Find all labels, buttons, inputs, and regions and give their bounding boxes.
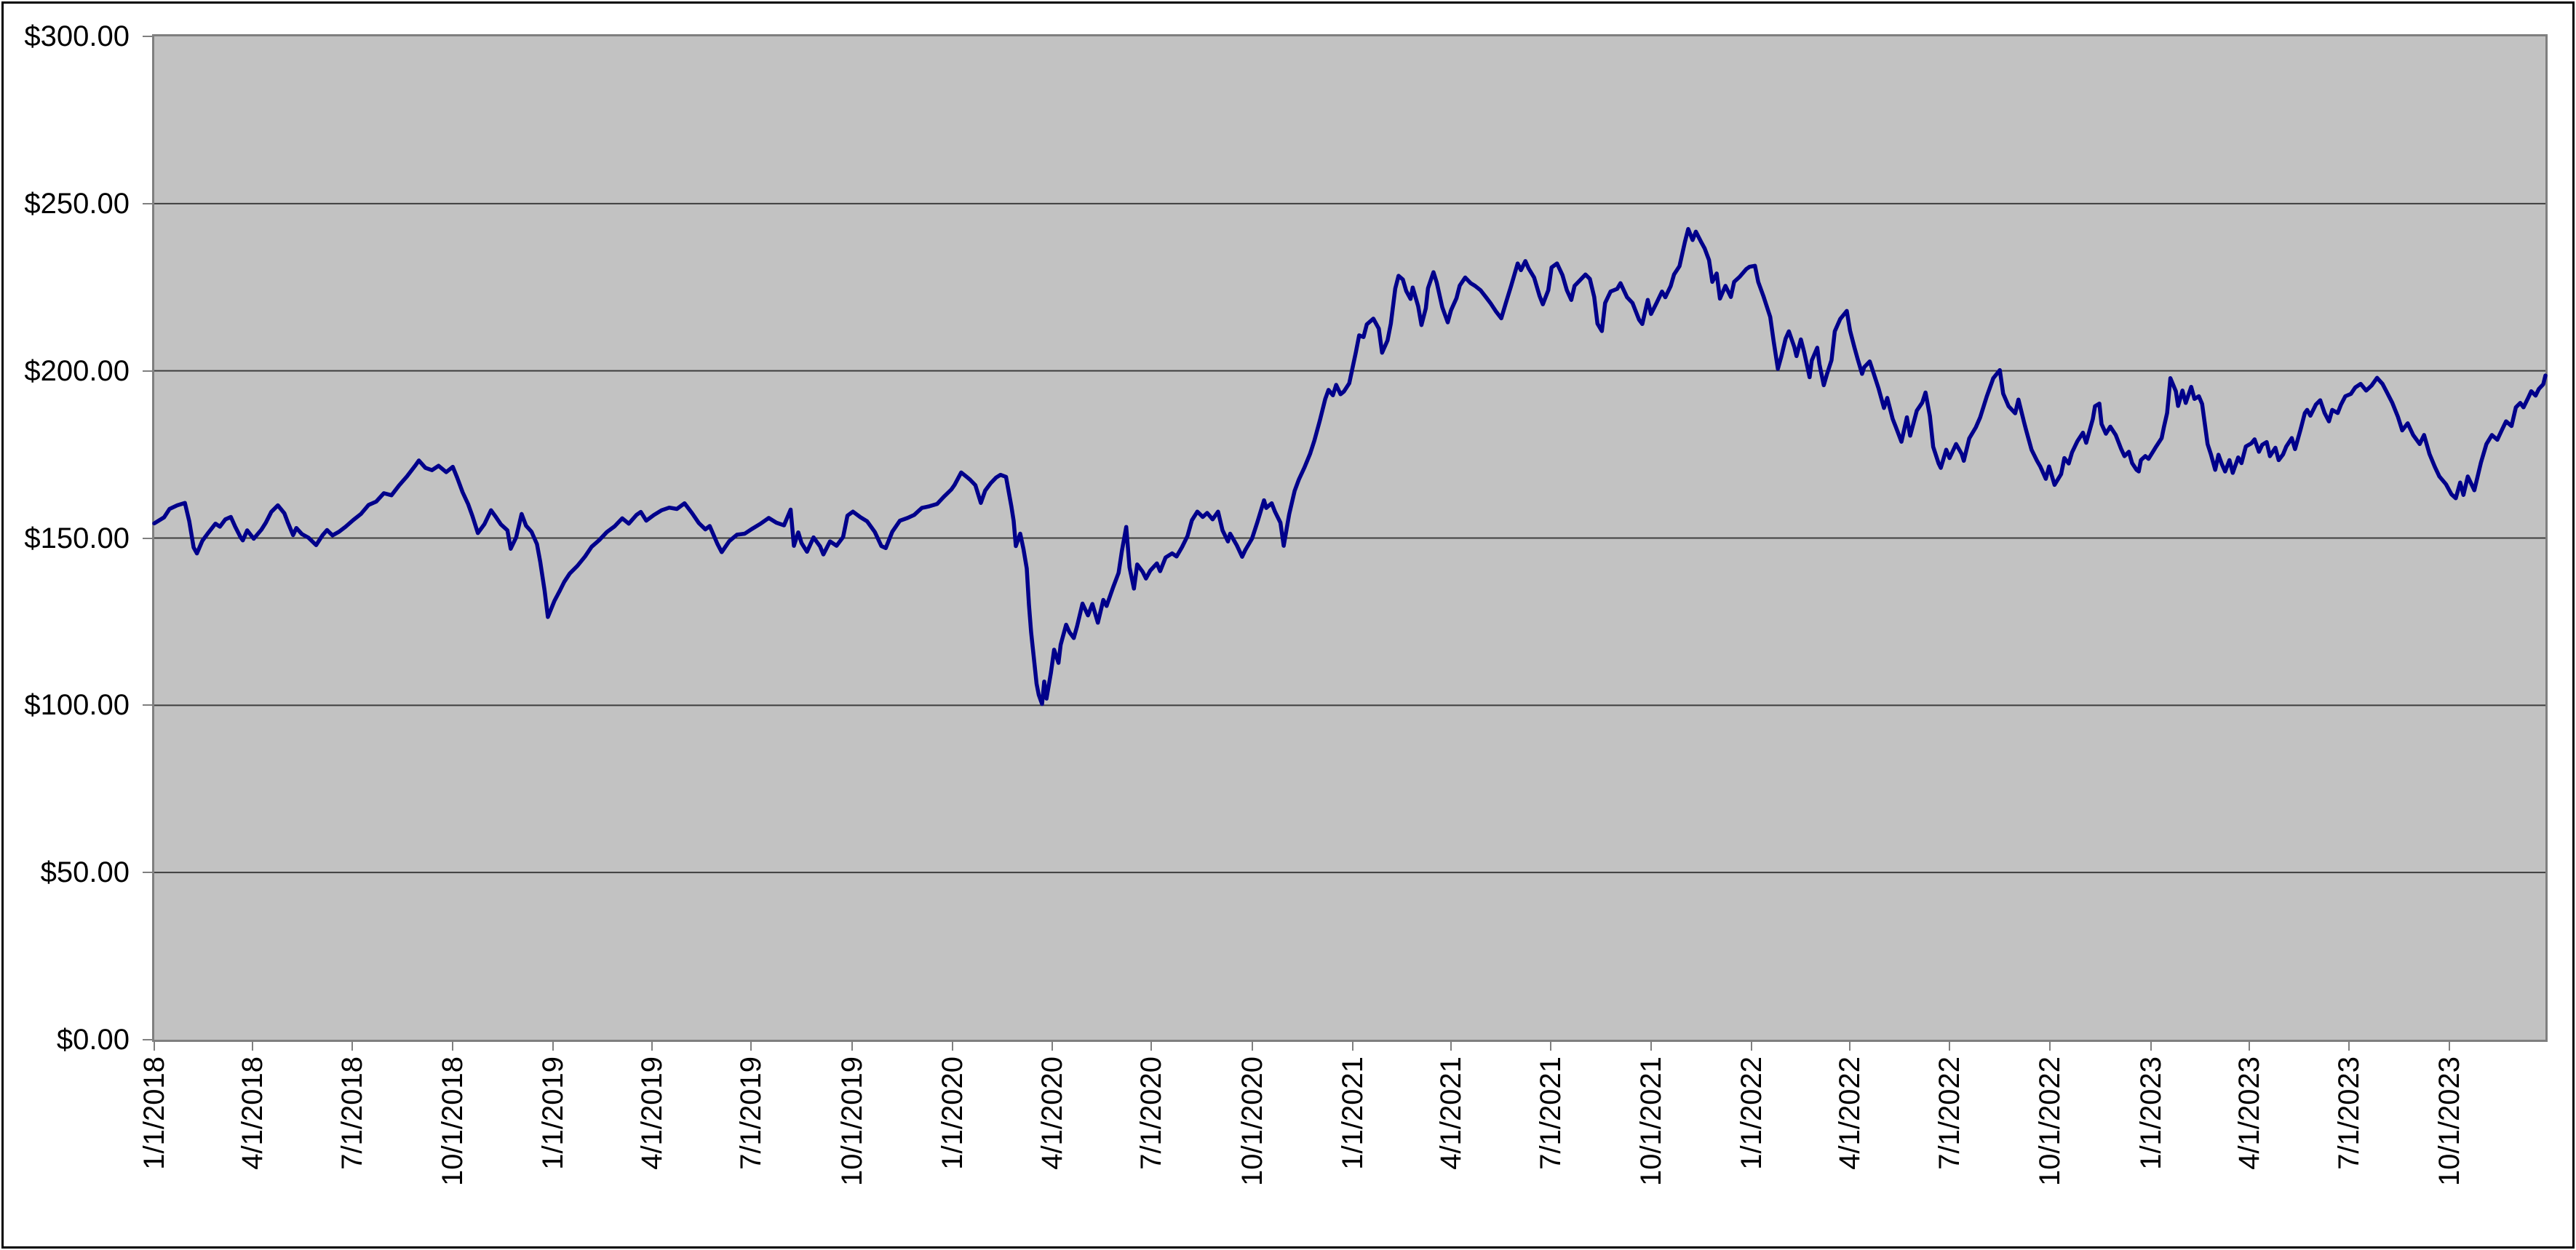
- x-axis-tick-label: 1/1/2020: [936, 1056, 969, 1170]
- x-axis-tick-label: 7/1/2020: [1135, 1056, 1168, 1170]
- x-axis-tick: [1251, 1040, 1253, 1051]
- x-axis-tick: [1650, 1040, 1652, 1051]
- x-axis-tick: [1450, 1040, 1452, 1051]
- x-axis-tick: [1949, 1040, 1951, 1051]
- x-axis-tick: [2448, 1040, 2450, 1051]
- y-axis-tick: [143, 36, 154, 37]
- y-axis-tick-label: $200.00: [24, 354, 130, 387]
- y-axis-tick-label: $250.00: [24, 187, 130, 220]
- x-axis-tick: [452, 1040, 454, 1051]
- x-axis-tick: [1351, 1040, 1353, 1051]
- price-line-chart: [152, 202, 2548, 874]
- x-axis-tick-label: 4/1/2020: [1035, 1056, 1068, 1170]
- x-axis-tick: [351, 1040, 353, 1051]
- y-axis-tick-label: $150.00: [24, 522, 130, 554]
- x-axis-tick-label: 10/1/2023: [2433, 1056, 2465, 1186]
- y-axis-tick: [143, 1039, 154, 1040]
- x-axis-tick-label: 4/1/2019: [635, 1056, 668, 1170]
- y-axis-tick-label: $100.00: [24, 689, 130, 722]
- x-axis-tick-label: 4/1/2023: [2233, 1056, 2265, 1170]
- plot-area: [152, 34, 2548, 1042]
- x-axis-tick-label: 10/1/2022: [2034, 1056, 2067, 1186]
- y-axis-tick: [143, 370, 154, 372]
- x-axis-tick: [252, 1040, 254, 1051]
- y-axis-tick-label: $0.00: [56, 1024, 130, 1056]
- x-axis-tick: [154, 1040, 155, 1051]
- x-axis-tick: [951, 1040, 953, 1051]
- x-axis-tick: [1549, 1040, 1551, 1051]
- x-axis-tick-label: 4/1/2018: [236, 1056, 269, 1170]
- x-axis-tick-label: 10/1/2020: [1236, 1056, 1268, 1186]
- x-axis-tick-label: 7/1/2018: [335, 1056, 368, 1170]
- x-axis-tick-label: 10/1/2018: [437, 1056, 469, 1186]
- x-axis-tick: [1751, 1040, 1753, 1051]
- x-axis-tick: [2348, 1040, 2350, 1051]
- x-axis-tick-label: 7/1/2021: [1534, 1056, 1567, 1170]
- x-axis-tick-label: 1/1/2019: [537, 1056, 570, 1170]
- y-axis-tick: [143, 202, 154, 204]
- y-axis-tick-label: $50.00: [40, 856, 130, 889]
- x-axis-tick-label: 7/1/2019: [735, 1056, 768, 1170]
- x-axis-tick: [1150, 1040, 1153, 1051]
- x-axis-tick-label: 10/1/2021: [1634, 1056, 1667, 1186]
- x-axis-tick-label: 1/1/2018: [138, 1056, 170, 1170]
- x-axis-tick: [552, 1040, 554, 1051]
- x-axis-tick: [651, 1040, 653, 1051]
- x-axis-tick: [2150, 1040, 2152, 1051]
- price-line-series: [152, 227, 2548, 706]
- y-axis-tick: [143, 704, 154, 706]
- x-axis-tick: [2049, 1040, 2051, 1051]
- x-axis-tick-label: 7/1/2023: [2332, 1056, 2365, 1170]
- x-axis-tick-label: 4/1/2022: [1834, 1056, 1867, 1170]
- x-axis-tick: [851, 1040, 853, 1051]
- x-axis-tick: [750, 1040, 752, 1051]
- y-axis-tick-label: $300.00: [24, 20, 130, 52]
- x-axis-tick-label: 4/1/2021: [1434, 1056, 1467, 1170]
- x-axis-tick: [2248, 1040, 2250, 1051]
- y-axis-tick: [143, 872, 154, 874]
- x-axis-tick-label: 1/1/2022: [1736, 1056, 1768, 1170]
- x-axis-tick-label: 7/1/2022: [1933, 1056, 1966, 1170]
- x-axis-tick-label: 10/1/2019: [835, 1056, 868, 1186]
- x-axis-tick-label: 1/1/2023: [2134, 1056, 2167, 1170]
- x-axis-tick: [1051, 1040, 1053, 1051]
- y-axis-tick: [143, 537, 154, 539]
- x-axis-tick: [1849, 1040, 1851, 1051]
- x-axis-tick-label: 1/1/2021: [1336, 1056, 1369, 1170]
